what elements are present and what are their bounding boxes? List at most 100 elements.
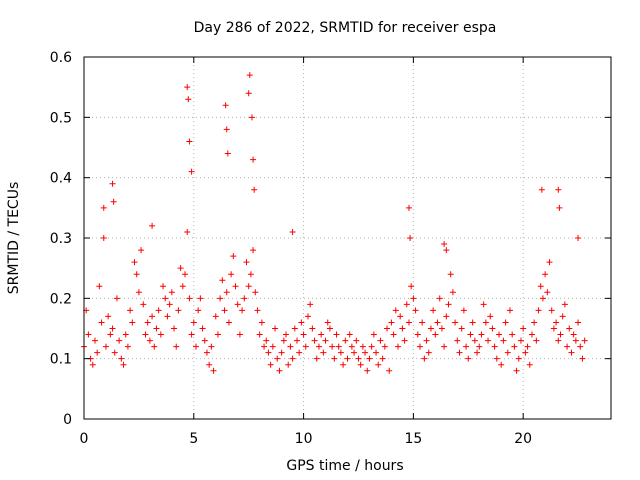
data-point [555, 337, 562, 344]
data-point [224, 150, 231, 157]
data-point [263, 337, 270, 344]
data-point [408, 283, 415, 290]
data-point [502, 319, 509, 326]
data-point [199, 325, 206, 332]
data-point [375, 361, 382, 368]
data-point [445, 301, 452, 308]
data-point [307, 301, 314, 308]
data-point [250, 156, 257, 163]
data-point [377, 337, 384, 344]
data-point [425, 349, 432, 356]
data-point [570, 331, 577, 338]
data-point [539, 295, 546, 302]
data-point [561, 301, 568, 308]
data-point [454, 337, 461, 344]
data-point [333, 331, 340, 338]
data-point [228, 271, 235, 278]
data-point [280, 337, 287, 344]
data-point [524, 343, 531, 350]
data-point [197, 295, 204, 302]
y-axis-label: SRMTID / TECUs [6, 182, 22, 295]
data-point [476, 343, 483, 350]
data-point [344, 355, 351, 362]
data-point [474, 349, 481, 356]
data-point [485, 337, 492, 344]
data-point [412, 307, 419, 314]
data-point [434, 319, 441, 326]
data-point [555, 186, 562, 193]
data-point [500, 337, 507, 344]
y-tick-label: 0 [63, 412, 72, 428]
data-point [166, 301, 173, 308]
data-point [293, 337, 300, 344]
data-point [287, 343, 294, 350]
x-tick-label: 10 [295, 431, 313, 447]
data-point [403, 301, 410, 308]
data-point [298, 319, 305, 326]
data-point [232, 283, 239, 290]
data-point [342, 337, 349, 344]
data-point [179, 283, 186, 290]
data-point [443, 247, 450, 254]
data-point [245, 283, 252, 290]
data-point [520, 325, 527, 332]
data-point [537, 283, 544, 290]
data-point [423, 337, 430, 344]
data-point [509, 331, 516, 338]
data-point [351, 349, 358, 356]
data-point [276, 367, 283, 374]
data-point [251, 186, 258, 193]
data-point [267, 361, 274, 368]
data-point [544, 289, 551, 296]
data-point [261, 343, 268, 350]
data-point [550, 325, 557, 332]
data-point [326, 325, 333, 332]
data-point [430, 307, 437, 314]
data-point [575, 235, 582, 241]
data-point [515, 355, 522, 362]
data-point [322, 337, 329, 344]
data-point [575, 319, 582, 326]
data-point [304, 313, 311, 320]
data-point [548, 307, 555, 314]
data-point [223, 289, 230, 296]
data-point [353, 337, 360, 344]
data-point [258, 319, 265, 326]
data-point [122, 331, 129, 338]
data-point [201, 337, 208, 344]
data-point [184, 84, 191, 91]
data-point [405, 204, 412, 211]
data-point [283, 331, 290, 338]
data-point [111, 349, 118, 356]
data-point [246, 72, 253, 79]
data-point [212, 313, 219, 320]
data-point [432, 331, 439, 338]
data-point [414, 331, 421, 338]
data-point [291, 325, 298, 332]
y-tick-label: 0.3 [50, 231, 72, 247]
data-point [511, 343, 518, 350]
data-point [272, 325, 279, 332]
data-point [364, 367, 371, 374]
data-point [239, 307, 246, 314]
data-point [526, 361, 533, 368]
data-point [142, 331, 149, 338]
data-point [109, 325, 116, 332]
data-point [441, 241, 448, 248]
data-point [348, 343, 355, 350]
y-axis-ticks: 0 0.1 0.2 0.3 0.4 0.5 0.6 [50, 50, 611, 428]
data-point [157, 331, 164, 338]
data-point [120, 361, 127, 368]
data-point [362, 349, 369, 356]
data-point [289, 355, 296, 362]
data-point [556, 204, 563, 211]
data-point [105, 313, 112, 320]
data-point [407, 235, 414, 241]
data-point [274, 355, 281, 362]
data-points [81, 72, 588, 374]
data-point [269, 343, 276, 350]
data-point [243, 259, 250, 266]
data-point [113, 295, 120, 302]
data-point [127, 307, 134, 314]
data-point [506, 307, 513, 314]
